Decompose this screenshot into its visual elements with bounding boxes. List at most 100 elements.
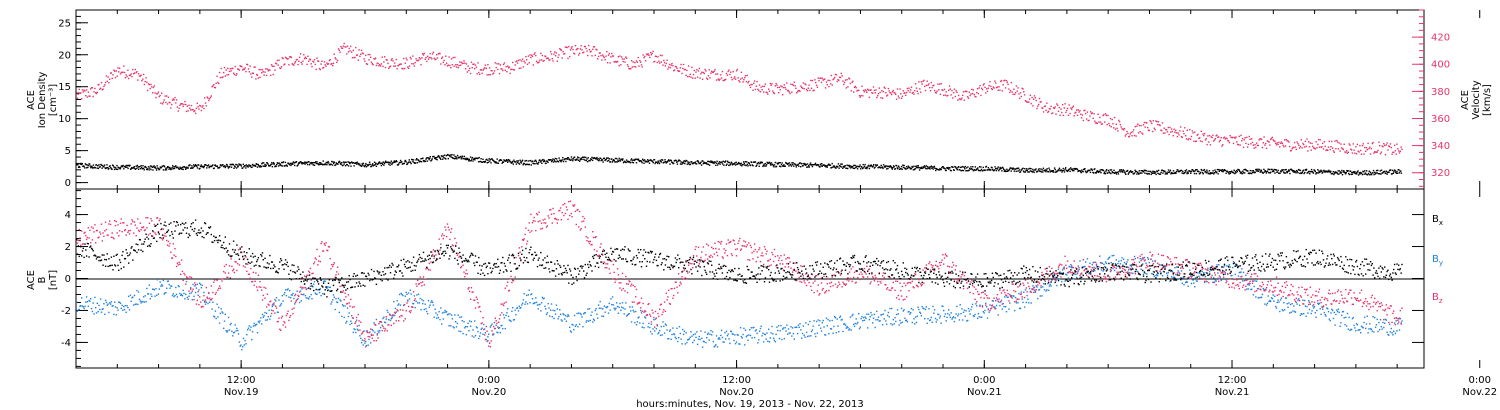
density-series-point [156, 165, 158, 167]
velocity-series-point [270, 74, 272, 77]
by-series-point [647, 326, 649, 328]
by-series-point [218, 322, 221, 324]
velocity-series-point [1208, 141, 1210, 143]
by-series-point [824, 334, 826, 336]
density-series-point [1025, 169, 1027, 172]
velocity-series-point [1293, 141, 1296, 144]
velocity-series-point [252, 72, 255, 75]
velocity-series-point [269, 69, 271, 71]
velocity-series-point [1260, 138, 1262, 140]
by-series-point [171, 294, 174, 297]
density-series-point [1069, 170, 1071, 173]
density-series-point [218, 167, 220, 169]
velocity-series-point [313, 61, 315, 63]
velocity-series-point [1317, 138, 1320, 141]
velocity-series-point [522, 66, 525, 68]
density-series-point [1341, 174, 1344, 176]
density-series-point [713, 162, 715, 165]
velocity-series-point [89, 95, 91, 97]
velocity-series-point [370, 61, 373, 63]
velocity-series-point [683, 68, 686, 71]
velocity-series-point [1276, 142, 1278, 144]
velocity-series-point [443, 59, 445, 62]
by-series-point [365, 340, 367, 343]
by-series-point [804, 336, 806, 338]
density-series-point [965, 167, 968, 169]
velocity-series-point [203, 107, 205, 110]
density-series-point [1031, 171, 1033, 173]
velocity-series-point [1383, 143, 1385, 145]
density-series-point [254, 164, 256, 167]
velocity-series-point [625, 56, 627, 58]
velocity-series-point [328, 59, 331, 62]
by-series-point [854, 322, 857, 325]
density-series-point [1155, 173, 1157, 176]
velocity-series-point [666, 59, 668, 61]
velocity-series-point [659, 62, 661, 64]
velocity-series-point [1104, 121, 1106, 123]
density-series-point [233, 167, 235, 169]
by-series-point [698, 335, 700, 338]
density-series-point [172, 165, 174, 167]
density-series-point [416, 158, 418, 160]
density-series-point [802, 165, 804, 167]
velocity-series-point [1047, 110, 1050, 112]
by-series-point [126, 305, 128, 307]
density-series-point [694, 161, 697, 163]
density-series-point [429, 157, 431, 159]
velocity-series-point [1250, 143, 1252, 145]
by-series-point [659, 329, 661, 332]
density-series-point [1061, 170, 1064, 172]
density-series-point [245, 164, 248, 166]
density-series-point [172, 168, 174, 170]
by-series-point [867, 327, 869, 329]
density-series-point [1372, 169, 1375, 172]
velocity-series-point [504, 69, 506, 71]
by-series-point [393, 300, 395, 303]
velocity-series-point [1055, 113, 1057, 115]
density-series-point [99, 166, 101, 168]
by-series-point [602, 308, 604, 310]
by-series-point [103, 303, 105, 305]
velocity-series-point [487, 64, 489, 66]
density-series-point [991, 166, 993, 169]
velocity-series-point [995, 82, 997, 84]
density-series-point [530, 164, 532, 166]
by-series-point [745, 336, 748, 338]
density-series-point [869, 165, 871, 168]
by-series-point [487, 336, 489, 338]
density-series-point [721, 163, 724, 165]
velocity-series-point [598, 52, 601, 54]
density-series-point [1247, 170, 1249, 172]
velocity-series-point [1393, 144, 1396, 147]
density-series-point [1330, 170, 1332, 172]
density-series-point [1199, 172, 1201, 174]
by-series-point [580, 313, 582, 316]
velocity-series-point [841, 75, 843, 77]
by-series-point [602, 315, 605, 317]
density-series-point [486, 158, 488, 161]
velocity-series-point [474, 64, 477, 66]
density-series-point [313, 162, 315, 164]
by-series-point [118, 301, 121, 303]
by-series-point [267, 316, 269, 318]
velocity-series-point [979, 84, 981, 87]
velocity-series-point [114, 76, 117, 79]
density-series-point [1164, 170, 1166, 172]
density-series-point [957, 166, 960, 168]
velocity-series-point [1344, 151, 1346, 153]
density-series-point [829, 164, 832, 166]
by-series-point [615, 307, 617, 309]
velocity-series-point [749, 86, 752, 89]
velocity-series-point [1133, 134, 1136, 137]
density-series-point [558, 157, 560, 159]
by-series-point [76, 310, 79, 312]
velocity-series-point [910, 89, 912, 91]
velocity-series-point [759, 91, 762, 93]
by-series-point [749, 329, 751, 331]
velocity-series-point [987, 87, 989, 89]
velocity-series-point [268, 69, 270, 71]
velocity-series-point [211, 86, 213, 88]
by-series-point [799, 323, 801, 325]
density-series-point [492, 159, 495, 162]
